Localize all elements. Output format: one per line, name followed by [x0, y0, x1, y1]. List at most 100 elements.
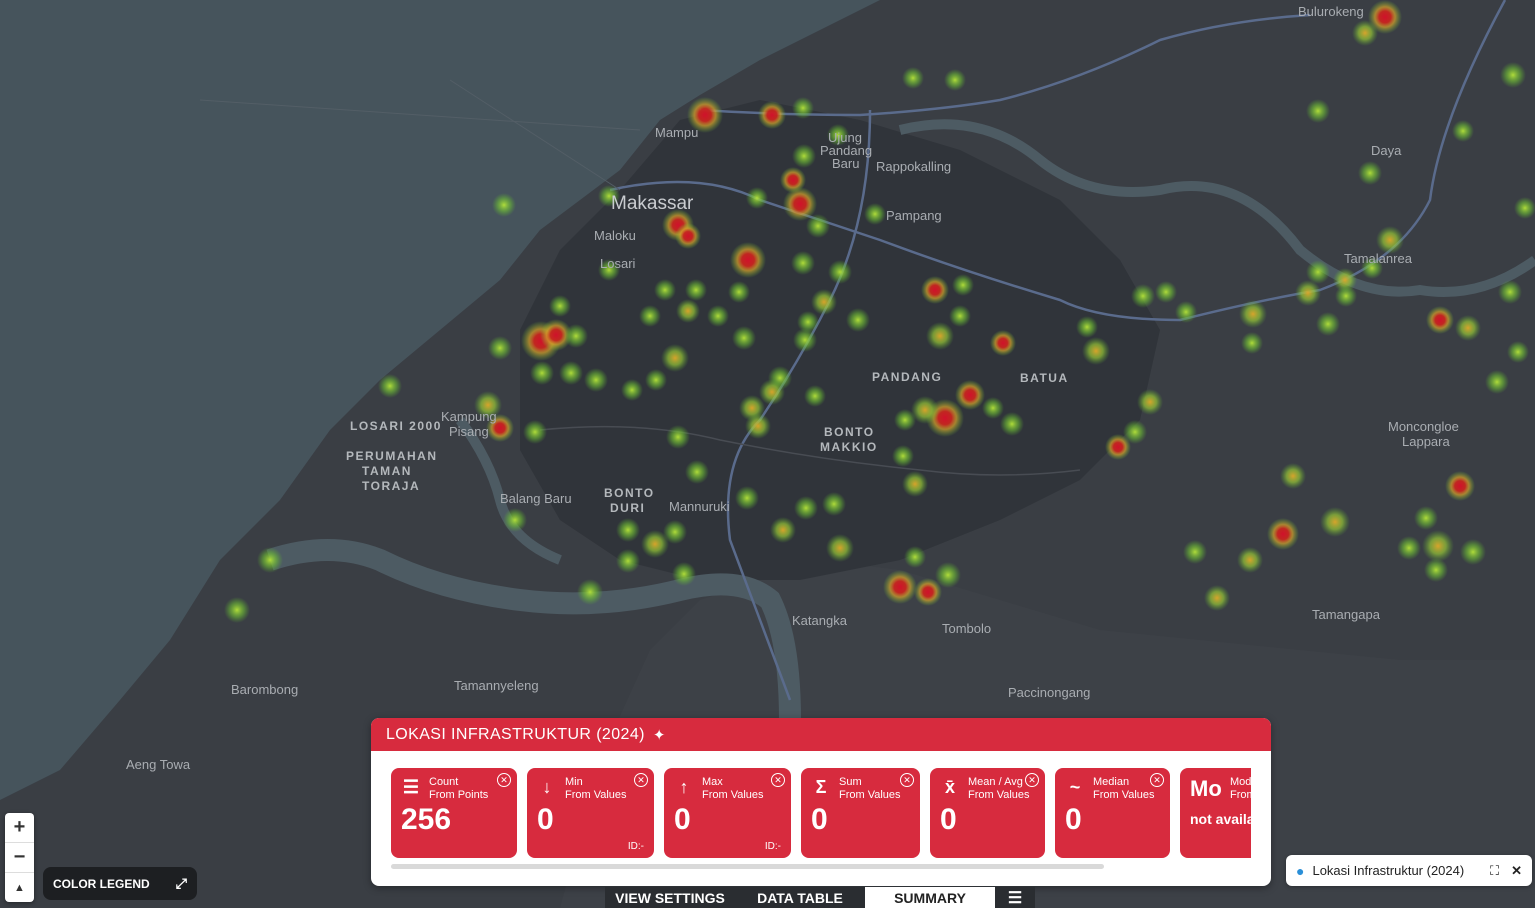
close-icon[interactable]: ✕	[1511, 862, 1522, 878]
card-value: not availa	[1190, 811, 1251, 827]
cards-scrollbar[interactable]	[391, 864, 1104, 869]
max-card[interactable]: ↑ Max From Values 0 ✕ ID:-	[664, 768, 791, 858]
card-sublabel: From Points	[429, 789, 489, 801]
zoom-out-button[interactable]: −	[5, 843, 34, 873]
list-numbered-icon: ☰	[402, 777, 420, 797]
bottom-tabs: VIEW SETTINGS DATA TABLE SUMMARY ☰	[605, 887, 1035, 908]
close-icon[interactable]: ✕	[771, 773, 785, 787]
place-label: Tamalanrea	[1344, 251, 1413, 266]
compass-button[interactable]: ▲	[14, 881, 25, 894]
place-label: Ujung	[828, 130, 862, 145]
close-icon[interactable]: ✕	[900, 773, 914, 787]
card-sublabel: From Values	[839, 789, 901, 801]
district-label: MAKKIO	[820, 440, 878, 454]
district-label: LOSARI 2000	[350, 419, 442, 433]
place-label: Mannuruki	[669, 499, 730, 514]
summary-cards: ☰ Count From Points 256 ✕ ↓ Min From Val…	[391, 768, 1251, 860]
median-card[interactable]: ~ Median From Values 0 ✕	[1055, 768, 1170, 858]
card-label: Min	[565, 776, 583, 788]
card-value: 0	[940, 803, 957, 836]
card-sublabel: From Values	[968, 789, 1030, 801]
place-label: Maloku	[594, 228, 636, 243]
fullscreen-icon[interactable]: ⛶	[1489, 862, 1500, 878]
map-pin-icon: ●	[1296, 862, 1305, 879]
place-label: Mampu	[655, 125, 698, 140]
card-label: Max	[702, 776, 723, 788]
place-label: Aeng Towa	[126, 757, 191, 772]
tilde-icon: ~	[1069, 777, 1081, 797]
card-label: Median	[1093, 776, 1130, 788]
min-card[interactable]: ↓ Min From Values 0 ✕ ID:-	[527, 768, 654, 858]
place-label: Pampang	[886, 208, 942, 223]
count-card[interactable]: ☰ Count From Points 256 ✕	[391, 768, 517, 858]
place-label: Tombolo	[942, 621, 991, 636]
place-label: Tamangapa	[1312, 607, 1381, 622]
place-label: Tamannyeleng	[454, 678, 539, 693]
place-label: Rappokalling	[876, 159, 951, 174]
place-label: Moncongloe	[1388, 419, 1459, 434]
zoom-controls: + − ▲	[5, 813, 34, 902]
city-label: Makassar	[611, 193, 694, 214]
card-value: 0	[1065, 803, 1082, 836]
district-label: BONTO	[604, 486, 655, 500]
card-label: Count	[429, 776, 459, 788]
card-sublabel: From Values	[565, 789, 627, 801]
district-label: BATUA	[1020, 371, 1069, 385]
place-label: Baru	[832, 156, 859, 171]
card-sublabel: From	[1230, 789, 1251, 801]
mode-card[interactable]: Mo Mod From not availa	[1180, 768, 1251, 858]
mean-card[interactable]: x̄ Mean / Avg From Values 0 ✕	[930, 768, 1045, 858]
card-value: 256	[401, 803, 452, 836]
district-label: PANDANG	[872, 370, 942, 384]
district-label: PERUMAHAN	[346, 449, 438, 463]
district-label: TAMAN	[362, 464, 412, 478]
place-label: Katangka	[792, 613, 848, 628]
sparkle-icon[interactable]: ✦	[652, 726, 666, 744]
place-label: Bulurokeng	[1298, 4, 1364, 19]
layer-chip[interactable]: ● Lokasi Infrastruktur (2024) ⛶ ✕	[1286, 855, 1532, 886]
card-value: 0	[674, 803, 691, 836]
color-legend-label: COLOR LEGEND	[53, 876, 150, 891]
card-label: Mod	[1230, 776, 1251, 788]
card-id: ID:-	[764, 841, 781, 852]
x-bar-icon: x̄	[944, 777, 955, 797]
district-label: BONTO	[824, 425, 875, 439]
place-label: Barombong	[231, 682, 298, 697]
summary-panel: LOKASI INFRASTRUKTUR (2024) ✦ ☰ Count Fr…	[371, 718, 1271, 886]
tab-data-table[interactable]: DATA TABLE	[735, 887, 865, 908]
card-label: Sum	[839, 776, 862, 788]
menu-icon[interactable]: ☰	[995, 887, 1035, 908]
tab-summary[interactable]: SUMMARY	[865, 887, 995, 908]
place-label: Losari	[600, 256, 636, 271]
card-value: 0	[811, 803, 828, 836]
place-label: Kampung	[441, 409, 497, 424]
card-sublabel: From Values	[1093, 789, 1155, 801]
expand-icon: ⤢	[175, 875, 187, 891]
district-label: TORAJA	[362, 479, 420, 493]
layer-chip-label: Lokasi Infrastruktur (2024)	[1312, 863, 1465, 878]
card-value: 0	[537, 803, 554, 836]
color-legend-button[interactable]: COLOR LEGEND ⤢	[43, 867, 197, 900]
sort-descending-icon: ↑	[679, 777, 689, 797]
sum-card[interactable]: Σ Sum From Values 0 ✕	[801, 768, 920, 858]
close-icon[interactable]: ✕	[497, 773, 511, 787]
summary-title: LOKASI INFRASTRUKTUR (2024)	[386, 725, 645, 743]
summary-panel-header: LOKASI INFRASTRUKTUR (2024) ✦	[371, 718, 1271, 751]
close-icon[interactable]: ✕	[634, 773, 648, 787]
place-label: Daya	[1371, 143, 1402, 158]
card-sublabel: From Values	[702, 789, 764, 801]
zoom-in-button[interactable]: +	[5, 813, 34, 843]
mode-icon: Mo	[1190, 776, 1222, 801]
card-id: ID:-	[627, 841, 644, 852]
district-label: DURI	[610, 501, 645, 515]
place-label: Balang Baru	[500, 491, 572, 506]
place-label: Paccinongang	[1008, 685, 1090, 700]
close-icon[interactable]: ✕	[1025, 773, 1039, 787]
close-icon[interactable]: ✕	[1150, 773, 1164, 787]
card-label: Mean / Avg	[968, 776, 1023, 788]
sigma-icon: Σ	[815, 777, 827, 797]
place-label: Pisang	[449, 424, 489, 439]
tab-view-settings[interactable]: VIEW SETTINGS	[605, 887, 735, 908]
place-label: Pandang	[820, 143, 872, 158]
sort-ascending-icon: ↓	[542, 777, 552, 797]
